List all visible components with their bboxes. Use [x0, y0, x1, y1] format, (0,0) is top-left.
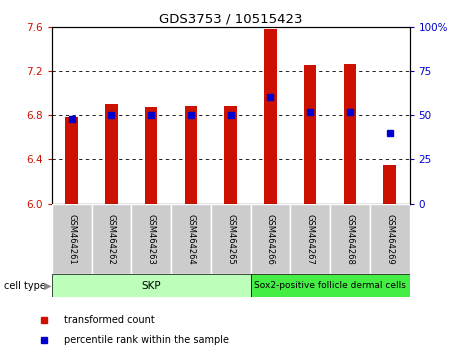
Bar [52, 274, 251, 297]
Bar [290, 204, 330, 274]
Bar [211, 204, 251, 274]
Text: GSM464264: GSM464264 [186, 213, 195, 264]
Text: percentile rank within the sample: percentile rank within the sample [64, 335, 229, 345]
Text: cell type: cell type [4, 281, 46, 291]
Text: ▶: ▶ [44, 281, 52, 291]
Text: GSM464266: GSM464266 [266, 213, 275, 264]
Bar [304, 65, 316, 204]
Bar [184, 106, 197, 204]
Bar [383, 165, 396, 204]
Bar [131, 204, 171, 274]
Text: GSM464263: GSM464263 [147, 213, 156, 264]
Text: GSM464265: GSM464265 [226, 213, 235, 264]
Text: SKP: SKP [141, 281, 161, 291]
Text: GSM464261: GSM464261 [67, 213, 76, 264]
Bar [65, 117, 78, 204]
Bar [343, 64, 356, 204]
Bar [171, 204, 211, 274]
Bar [251, 274, 410, 297]
Bar [251, 204, 290, 274]
Title: GDS3753 / 10515423: GDS3753 / 10515423 [159, 12, 302, 25]
Bar [224, 106, 237, 204]
Bar [370, 204, 410, 274]
Bar [330, 204, 370, 274]
Text: GSM464267: GSM464267 [306, 213, 315, 264]
Text: GSM464268: GSM464268 [346, 213, 355, 264]
Bar [105, 104, 118, 204]
Text: Sox2-positive follicle dermal cells: Sox2-positive follicle dermal cells [254, 281, 406, 290]
Bar [145, 107, 158, 204]
Bar [264, 29, 277, 204]
Text: GSM464269: GSM464269 [385, 213, 394, 264]
Bar [91, 204, 131, 274]
Bar [52, 204, 91, 274]
Text: transformed count: transformed count [64, 315, 154, 325]
Text: GSM464262: GSM464262 [107, 213, 116, 264]
